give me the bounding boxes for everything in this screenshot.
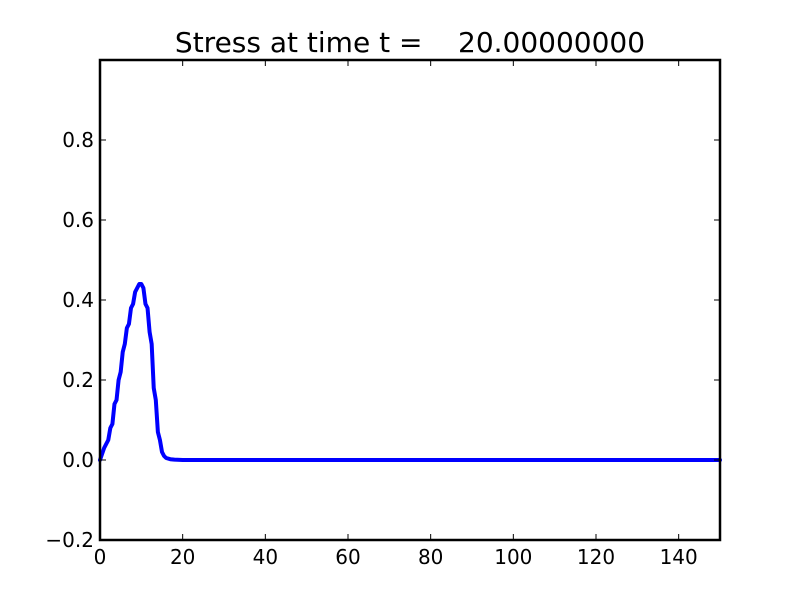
ticks-layer: 0 20 40 60 80 100 120 140 −0.2 0.0 0.2 0.4 0.6 0.8 xyxy=(45,60,720,569)
series-layer xyxy=(98,282,722,462)
x-tick-label: 140 xyxy=(660,545,698,569)
x-tick-label: 40 xyxy=(253,545,278,569)
y-tick-label: 0.2 xyxy=(62,368,94,392)
y-tick-label: 0.8 xyxy=(62,128,94,152)
chart-title: Stress at time t = 20.00000000 xyxy=(175,26,645,59)
y-tick-label: 0.0 xyxy=(62,448,94,472)
y-tick-label: −0.2 xyxy=(45,528,94,552)
stress-series-line xyxy=(98,282,722,462)
x-tick-label: 100 xyxy=(494,545,532,569)
plot-frame xyxy=(98,58,722,542)
x-tick-label: 0 xyxy=(94,545,107,569)
x-tick-label: 20 xyxy=(170,545,195,569)
x-tick-label: 120 xyxy=(577,545,615,569)
y-tick-label: 0.6 xyxy=(62,208,94,232)
y-tick-label: 0.4 xyxy=(62,288,94,312)
x-tick-label: 60 xyxy=(335,545,360,569)
x-tick-label: 80 xyxy=(418,545,443,569)
